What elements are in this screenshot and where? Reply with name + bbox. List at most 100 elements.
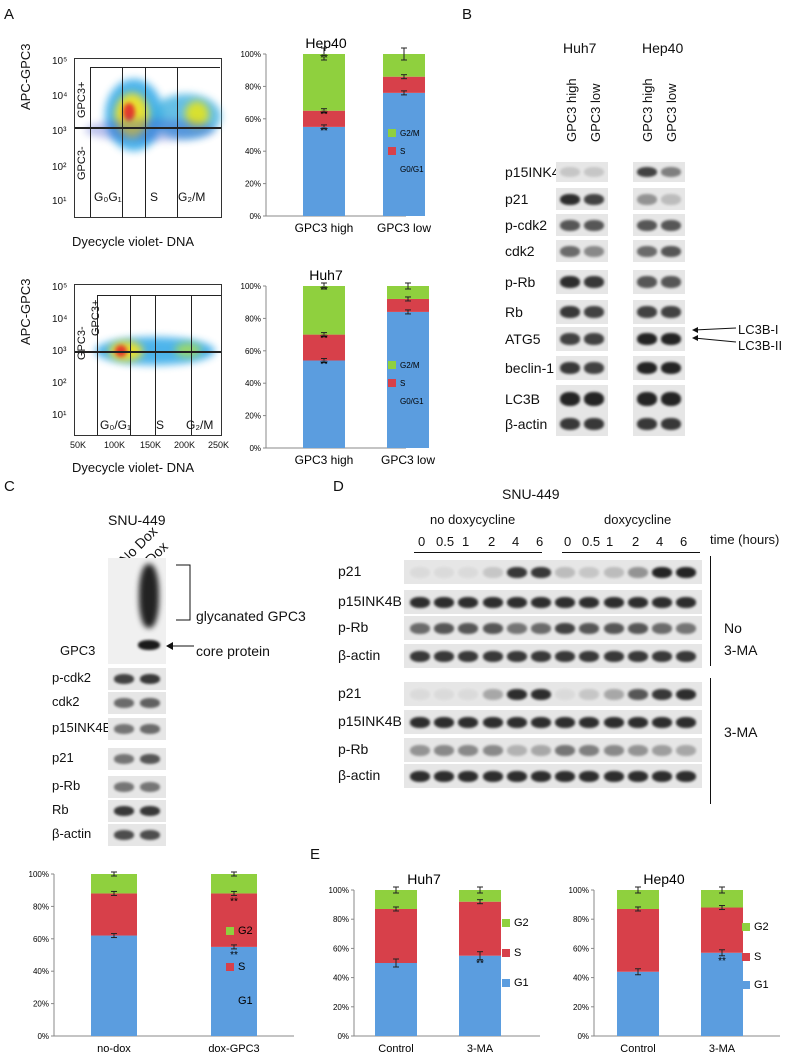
flow-xtick: 150K	[140, 440, 162, 450]
bar-segment-g1	[91, 935, 137, 1036]
blot-d-row-label: p-Rb	[338, 741, 369, 757]
bar-segment-g2-m	[383, 54, 425, 77]
with-3ma-label: 3-MA	[724, 724, 758, 740]
legend-label: G0/G1	[400, 165, 424, 174]
y-tick-label: 20%	[33, 1000, 49, 1009]
bar-segment-s	[211, 893, 257, 947]
x-category-label: GPC3 low	[381, 453, 435, 467]
significance-marker: **	[718, 956, 726, 967]
x-category-label: 3-MA	[467, 1043, 494, 1055]
blot-b-row-label: p15INK4B	[505, 164, 569, 180]
y-tick-label: 40%	[33, 967, 49, 976]
legend-swatch	[388, 379, 396, 387]
flow-ytick: 10⁴	[52, 314, 68, 325]
bar-chart-huh7-3ma: Huh7 0% 20% 40% 60% 80% 100% Control 3-MA ** G2 S G1	[329, 871, 540, 1055]
legend-swatch	[388, 129, 396, 137]
significance-marker: **	[320, 110, 328, 121]
bar-segment-g1	[211, 946, 257, 1036]
bar-chart-hep40-3ma: Hep40 0% 20% 40% 60% 80% 100% Control 3-MA ** G2 S G…	[569, 871, 780, 1055]
blot-d-group-dox: doxycycline	[604, 512, 672, 527]
core-protein-label: core protein	[196, 643, 270, 659]
blot-d-strip	[404, 710, 702, 734]
legend-label: G0/G1	[400, 397, 424, 406]
y-tick-label: 60%	[573, 944, 589, 953]
time-tick: 2	[488, 534, 496, 549]
time-tick: 1	[462, 534, 470, 549]
no-3ma-label-1: No	[724, 620, 742, 636]
flow-gate-g2m: G₂/M	[186, 418, 214, 432]
legend-label: G2/M	[400, 129, 420, 138]
blot-d-strip	[404, 590, 702, 614]
legend-swatch	[502, 919, 510, 927]
bar-segment-s	[303, 110, 345, 127]
bar-segment-g0-g1	[303, 126, 345, 216]
y-tick-label: 0%	[37, 1032, 49, 1041]
blot-b-row-label: cdk2	[505, 243, 535, 259]
blot-d-strip	[404, 764, 702, 788]
flow-gate-g2m: G₂/M	[178, 190, 206, 204]
blot-b-col-hep40: Hep40	[642, 40, 684, 56]
blot-c-row-label: GPC3	[60, 643, 96, 658]
blot-b-row-label: ATG5	[505, 331, 541, 347]
blot-b-strip	[633, 240, 685, 262]
flow-gate-s: S	[150, 190, 159, 204]
blot-b-row-label: p21	[505, 191, 529, 207]
blot-b-strip	[633, 162, 685, 182]
significance-marker: **	[476, 959, 484, 970]
flow-ylabel: APC-GPC3	[18, 43, 33, 110]
blot-b-row-label: beclin-1	[505, 360, 555, 376]
flow-xtick: 250K	[208, 440, 230, 450]
blot-d-row-label: p15INK4B	[338, 713, 402, 729]
flow-pos-label: GPC3+	[90, 299, 102, 336]
x-category-label: dox-GPC3	[208, 1043, 259, 1055]
time-tick: 6	[680, 534, 688, 549]
blot-c-strip	[108, 776, 166, 798]
time-tick: 0.5	[436, 534, 455, 549]
significance-marker: **	[320, 126, 328, 137]
legend-label: S	[754, 951, 761, 963]
blot-b-row-label: β-actin	[505, 416, 548, 432]
flow-xtick: 100K	[104, 440, 126, 450]
legend-label: S	[400, 379, 405, 388]
y-tick-label: 80%	[245, 82, 261, 91]
legend-label: G1	[238, 995, 253, 1007]
flow-gate-s: S	[156, 418, 165, 432]
legend-label: G2	[238, 925, 253, 937]
legend-label: S	[400, 147, 405, 156]
lc3b-ii-label: LC3B-II	[738, 338, 783, 353]
y-tick-label: 40%	[245, 379, 261, 388]
blot-b-strip	[556, 356, 608, 380]
flow-ytick: 10³	[52, 346, 67, 357]
significance-marker: **	[320, 53, 328, 64]
blot-b-strip	[556, 214, 608, 236]
flow-plot-frame	[74, 58, 222, 218]
legend-swatch	[502, 979, 510, 987]
blot-d-strip	[404, 616, 702, 640]
time-tick: 6	[536, 534, 544, 549]
legend-swatch	[388, 361, 396, 369]
blot-b-strip	[556, 188, 608, 210]
blot-d-row-label: β-actin	[338, 647, 381, 663]
blot-b-strip	[556, 162, 608, 182]
flow-ytick: 10⁵	[52, 56, 68, 67]
significance-marker: **	[320, 285, 328, 296]
y-tick-label: 0%	[249, 212, 261, 221]
blot-b-lane: GPC3 high	[640, 78, 655, 142]
bar-segment-g0-g1	[303, 360, 345, 448]
blot-d-row-label: p21	[338, 685, 362, 701]
blot-d-strip	[404, 560, 702, 584]
panel-label-e: E	[310, 846, 321, 863]
blot-b-row-label: LC3B	[505, 391, 541, 407]
blot-c-strip	[108, 718, 166, 740]
legend-label: G2	[514, 917, 529, 929]
blot-d-row-label: β-actin	[338, 767, 381, 783]
flow-xlabel: Dyecycle violet- DNA	[72, 460, 195, 475]
panel-label-c: C	[4, 478, 15, 495]
blot-c-row-label: p-Rb	[52, 778, 81, 793]
blot-b-strip	[633, 327, 685, 351]
time-tick: 2	[632, 534, 640, 549]
blot-b-row-label: p-cdk2	[505, 217, 548, 233]
y-tick-label: 20%	[245, 180, 261, 189]
time-tick: 1	[606, 534, 614, 549]
blot-b-strip	[633, 412, 685, 436]
